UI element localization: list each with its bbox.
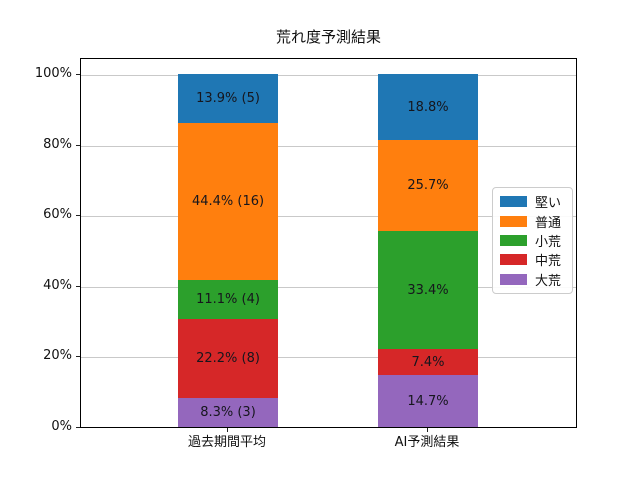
bar-segment-label: 14.7%: [407, 393, 449, 409]
bar-segment: 7.4%: [378, 349, 478, 375]
bar-1: 8.3% (3) 22.2% (8) 11.1% (4) 44.4% (16) 13.9…: [178, 59, 278, 427]
legend-row: 普通: [500, 212, 565, 231]
gridline: [81, 146, 576, 147]
y-axis-tick: [76, 286, 80, 287]
legend: 堅い普通小荒中荒大荒: [492, 187, 573, 294]
bar-segment-label: 33.4%: [407, 282, 449, 298]
legend-swatch: [500, 196, 527, 208]
bar-segment-label: 13.9% (5): [196, 91, 260, 106]
x-axis-tick: [427, 428, 428, 432]
y-tick-label: 80%: [43, 137, 72, 152]
bar-segment-label: 25.7%: [407, 178, 449, 193]
gridline: [81, 75, 576, 76]
bar-segment: 14.7%: [378, 375, 478, 427]
y-tick-label: 0%: [51, 419, 72, 434]
bar-segment-label: 7.4%: [411, 354, 445, 370]
y-axis-tick: [76, 215, 80, 216]
bar-segment: 22.2% (8): [178, 319, 278, 398]
bar-segment-label: 44.4% (16): [191, 194, 265, 209]
legend-row: 堅い: [500, 192, 565, 211]
legend-label: 大荒: [535, 273, 562, 289]
x-axis-tick: [227, 428, 228, 432]
bar-2: 14.7% 7.4% 33.4% 25.7% 18.8%: [378, 59, 478, 427]
y-tick-label: 60%: [43, 207, 72, 222]
gridline: [81, 287, 576, 288]
x-tick-label: AI予測結果: [394, 435, 460, 450]
x-tick-label: 過去期間平均: [187, 435, 266, 450]
bar-segment: 18.8%: [378, 74, 478, 140]
bar-segment-label: 18.8%: [407, 99, 449, 115]
y-axis-tick: [76, 145, 80, 146]
legend-row: 大荒: [500, 270, 565, 289]
legend-label: 普通: [535, 215, 562, 231]
legend-label: 中荒: [535, 254, 562, 270]
y-axis-tick: [76, 427, 80, 428]
y-tick-label: 20%: [43, 348, 72, 363]
y-axis-tick: [76, 356, 80, 357]
legend-swatch: [500, 254, 527, 266]
legend-label: 堅い: [535, 196, 562, 212]
legend-row: 小荒: [500, 231, 565, 250]
legend-swatch: [500, 234, 527, 246]
bar-segment: 11.1% (4): [178, 280, 278, 319]
bar-segment: 25.7%: [378, 140, 478, 231]
bar-segment-label: 22.2% (8): [196, 351, 260, 366]
legend-swatch: [500, 273, 527, 285]
legend-row: 中荒: [500, 250, 565, 269]
bar-segment: 13.9% (5): [178, 74, 278, 123]
chart-title: 荒れ度予測結果: [275, 28, 381, 46]
legend-swatch: [500, 215, 527, 227]
y-tick-label: 100%: [34, 66, 72, 81]
bar-segment-label: 8.3% (3): [200, 405, 256, 420]
gridline: [81, 216, 576, 217]
bar-segment: 8.3% (3): [178, 398, 278, 427]
bar-segment-label: 11.1% (4): [196, 292, 260, 307]
y-tick-label: 40%: [43, 278, 72, 293]
legend-label: 小荒: [535, 234, 562, 250]
bar-segment: 33.4%: [378, 231, 478, 349]
gridline: [81, 357, 576, 358]
bar-segment: 44.4% (16): [178, 123, 278, 280]
y-axis-tick: [76, 74, 80, 75]
